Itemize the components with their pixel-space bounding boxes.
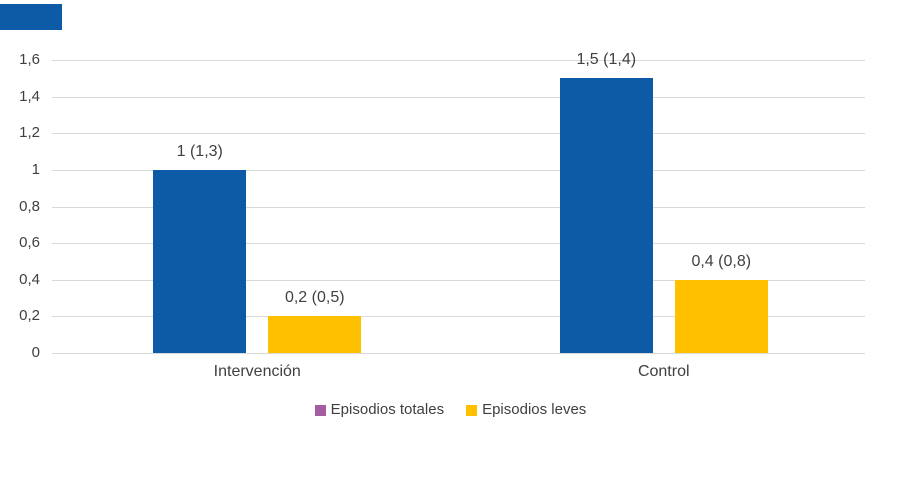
legend-marker-icon xyxy=(314,404,326,416)
legend-item: Episodios leves xyxy=(466,401,586,419)
gridline xyxy=(52,169,865,171)
gridline xyxy=(52,60,865,61)
gridline xyxy=(52,206,865,208)
legend-item: Episodios totales xyxy=(314,401,445,419)
x-axis-label: Intervención xyxy=(213,363,301,380)
data-label: 0,4 (0,8) xyxy=(691,252,752,270)
y-tick-label: 1,2 xyxy=(19,124,40,142)
gridline xyxy=(52,96,865,98)
y-tick-label: 1,6 xyxy=(19,51,40,68)
data-label: 0,2 (0,5) xyxy=(284,289,345,307)
bar xyxy=(559,78,653,353)
y-tick-label: 0 xyxy=(31,344,40,361)
stray-blue-rectangle xyxy=(0,4,62,30)
plot-area: 1 (1,3) 0,2 (0,5) 1,5 (1,4) 0,4 (0,8) xyxy=(52,51,865,354)
bar xyxy=(268,316,362,353)
gridline xyxy=(52,243,865,245)
gridline xyxy=(52,353,865,354)
gridline xyxy=(52,279,865,281)
y-tick-label: 1 xyxy=(31,160,40,178)
gridline xyxy=(52,133,865,135)
y-tick-label: 0,6 xyxy=(19,234,40,252)
legend-marker-icon xyxy=(466,404,478,416)
y-tick-label: 0,2 xyxy=(19,307,40,325)
data-label: 1 (1,3) xyxy=(176,142,223,160)
bar xyxy=(153,169,247,353)
legend-label: Episodios leves xyxy=(482,401,587,418)
legend: Episodios totales Episodios leves xyxy=(0,401,901,419)
y-tick-label: 0,8 xyxy=(19,197,40,215)
y-tick-label: 1,4 xyxy=(19,87,40,105)
legend-label: Episodios totales xyxy=(330,401,445,418)
data-label: 1,5 (1,4) xyxy=(576,51,637,69)
y-tick-label: 0,4 xyxy=(19,270,40,288)
x-axis-label: Control xyxy=(637,363,690,380)
bar xyxy=(674,279,768,353)
gridline xyxy=(52,316,865,318)
